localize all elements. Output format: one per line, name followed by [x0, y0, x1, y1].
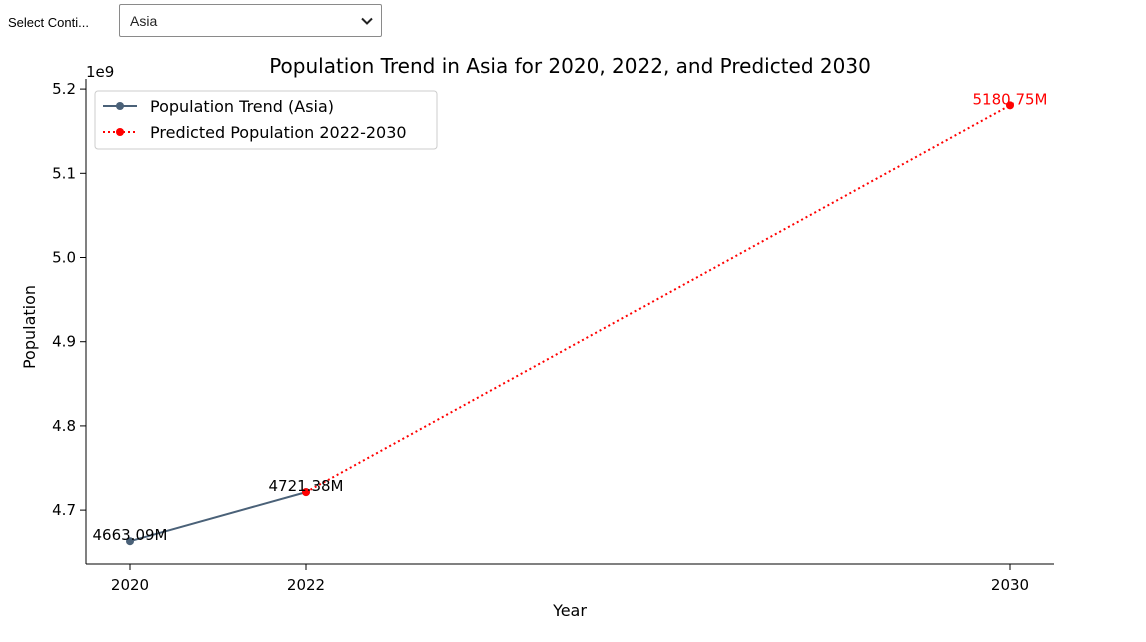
y-axis-label: Population [20, 285, 39, 369]
y-offset-label: 1e9 [86, 63, 114, 81]
x-tick-label-2020: 2020 [111, 576, 149, 594]
data-label-2020: 4663.09M [93, 526, 168, 544]
continent-dropdown-value: Asia [130, 13, 158, 29]
continent-dropdown[interactable]: Asia [119, 4, 382, 37]
y-tick-label-4.9: 4.9 [52, 333, 76, 351]
x-tick-label-2030: 2030 [991, 576, 1029, 594]
series-1-point-2022 [302, 488, 310, 497]
series-line-0 [129, 491, 307, 543]
series-line-1 [305, 104, 1011, 493]
chevron-down-icon [361, 17, 373, 25]
x-axis-label: Year [552, 601, 587, 620]
series-1-point-2030 [1006, 101, 1014, 110]
y-tick-label-5.2: 5.2 [52, 80, 76, 98]
legend-marker-trend [116, 102, 124, 110]
legend-marker-predicted [116, 128, 124, 136]
series-layer [126, 101, 1014, 546]
legend-label-predicted: Predicted Population 2022-2030 [150, 123, 407, 142]
legend-label-trend: Population Trend (Asia) [150, 97, 334, 116]
axes: 2020 2022 2030 4.7 4.8 4.9 5.0 5.1 5.2 [52, 79, 1054, 594]
data-label-2030: 5180.75M [973, 90, 1048, 108]
x-tick-label-2022: 2022 [287, 576, 325, 594]
continent-selector: Select Conti... Asia [8, 4, 382, 40]
y-tick-label-4.8: 4.8 [52, 417, 76, 435]
data-label-2022: 4721.38M [269, 477, 344, 495]
y-tick-label-4.7: 4.7 [52, 501, 76, 519]
y-tick-label-5.0: 5.0 [52, 249, 76, 267]
series-0-point-2020 [126, 537, 134, 546]
chart-title: Population Trend in Asia for 2020, 2022,… [269, 54, 871, 78]
legend-box [94, 90, 438, 150]
y-tick-label-5.1: 5.1 [52, 164, 76, 182]
data-labels: 4663.09M 4721.38M 5180.75M [93, 90, 1048, 544]
legend: Population Trend (Asia) Predicted Popula… [94, 90, 438, 150]
